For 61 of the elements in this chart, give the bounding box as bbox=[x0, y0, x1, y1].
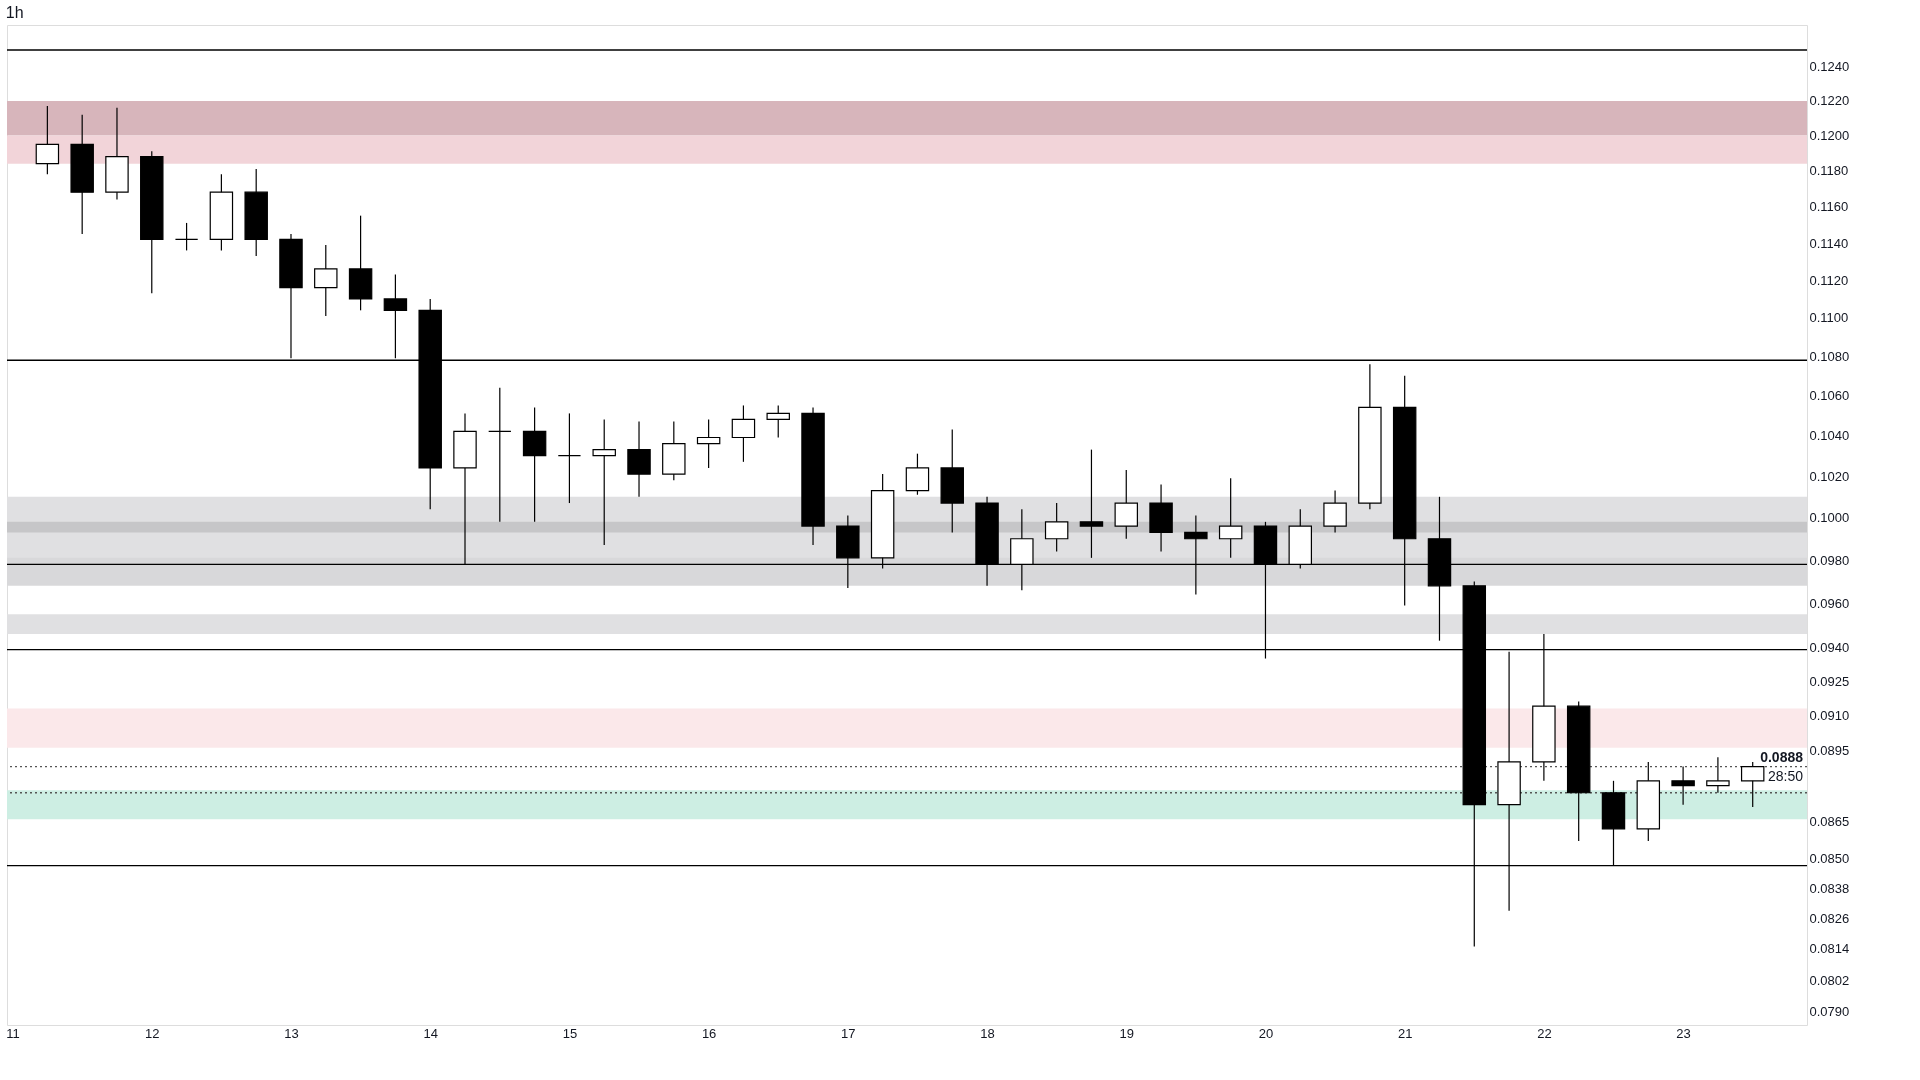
candlestick bbox=[1706, 756, 1730, 794]
candlestick bbox=[35, 105, 60, 175]
candlestick bbox=[1218, 477, 1243, 559]
y-tick-label: 0.0826 bbox=[1809, 910, 1850, 926]
y-tick-label: 0.0980 bbox=[1809, 552, 1850, 568]
y-tick-label: 0.1240 bbox=[1809, 59, 1850, 75]
y-tick-label: 0.0940 bbox=[1809, 639, 1850, 655]
candlestick bbox=[174, 222, 199, 252]
x-tick-label: 14 bbox=[423, 1025, 438, 1041]
candlestick bbox=[557, 412, 582, 504]
candlestick bbox=[905, 453, 930, 496]
x-tick-label: 22 bbox=[1537, 1025, 1552, 1041]
y-tick-label: 0.1200 bbox=[1809, 128, 1850, 144]
y-tick-label: 0.0960 bbox=[1809, 595, 1850, 611]
annotation: 28:50 bbox=[1767, 767, 1804, 784]
y-tick-label: 0.0865 bbox=[1809, 814, 1850, 830]
x-tick-label: 11 bbox=[6, 1025, 20, 1041]
y-tick-label: 0.1020 bbox=[1809, 468, 1850, 484]
y-tick-label: 0.1180 bbox=[1809, 163, 1849, 179]
x-tick-label: 17 bbox=[841, 1025, 856, 1041]
x-tick-label: 12 bbox=[145, 1025, 160, 1041]
candlestick bbox=[488, 387, 512, 523]
y-tick-label: 0.0802 bbox=[1809, 972, 1850, 988]
y-tick-label: 0.0895 bbox=[1809, 742, 1850, 758]
candlestick bbox=[1044, 502, 1069, 553]
candlestick bbox=[696, 418, 721, 469]
y-tick-label: 0.1040 bbox=[1809, 427, 1850, 443]
y-tick-label: 0.0925 bbox=[1809, 673, 1850, 689]
candlestick bbox=[766, 404, 790, 439]
y-tick-label: 0.1060 bbox=[1809, 388, 1850, 404]
y-tick-label: 0.0814 bbox=[1809, 941, 1850, 957]
y-tick-label: 0.0850 bbox=[1809, 850, 1850, 866]
x-tick-label: 20 bbox=[1258, 1025, 1274, 1041]
candlestick bbox=[1671, 766, 1695, 806]
candlestick bbox=[1079, 449, 1104, 559]
ref-line-label: 0.0888 bbox=[1760, 748, 1804, 765]
chart-title: 1h bbox=[5, 4, 24, 21]
candlestick bbox=[383, 273, 408, 359]
y-tick-label: 0.0838 bbox=[1809, 880, 1850, 896]
x-tick-label: 16 bbox=[701, 1025, 717, 1041]
candlestick bbox=[1740, 761, 1765, 808]
y-tick-label: 0.1120 bbox=[1809, 272, 1849, 288]
candlestick bbox=[1114, 469, 1138, 540]
y-tick-label: 0.1160 bbox=[1809, 199, 1849, 215]
candlestick bbox=[314, 244, 338, 317]
y-tick-label: 0.1000 bbox=[1809, 510, 1850, 526]
x-tick-label: 15 bbox=[562, 1025, 578, 1041]
x-tick-label: 19 bbox=[1119, 1025, 1134, 1041]
x-tick-label: 18 bbox=[980, 1025, 995, 1041]
candlestick bbox=[592, 418, 616, 546]
y-tick-label: 0.1140 bbox=[1809, 235, 1849, 251]
y-tick-label: 0.1220 bbox=[1809, 93, 1850, 109]
x-tick-label: 21 bbox=[1397, 1025, 1413, 1041]
y-tick-label: 0.1100 bbox=[1809, 310, 1849, 326]
candlestick bbox=[1323, 490, 1347, 533]
x-tick-label: 23 bbox=[1676, 1025, 1691, 1041]
candlestick bbox=[731, 404, 756, 463]
y-tick-label: 0.1080 bbox=[1809, 348, 1850, 364]
x-tick-label: 13 bbox=[284, 1025, 299, 1041]
y-tick-label: 0.0910 bbox=[1809, 707, 1850, 723]
y-tick-label: 0.0790 bbox=[1809, 1004, 1850, 1020]
